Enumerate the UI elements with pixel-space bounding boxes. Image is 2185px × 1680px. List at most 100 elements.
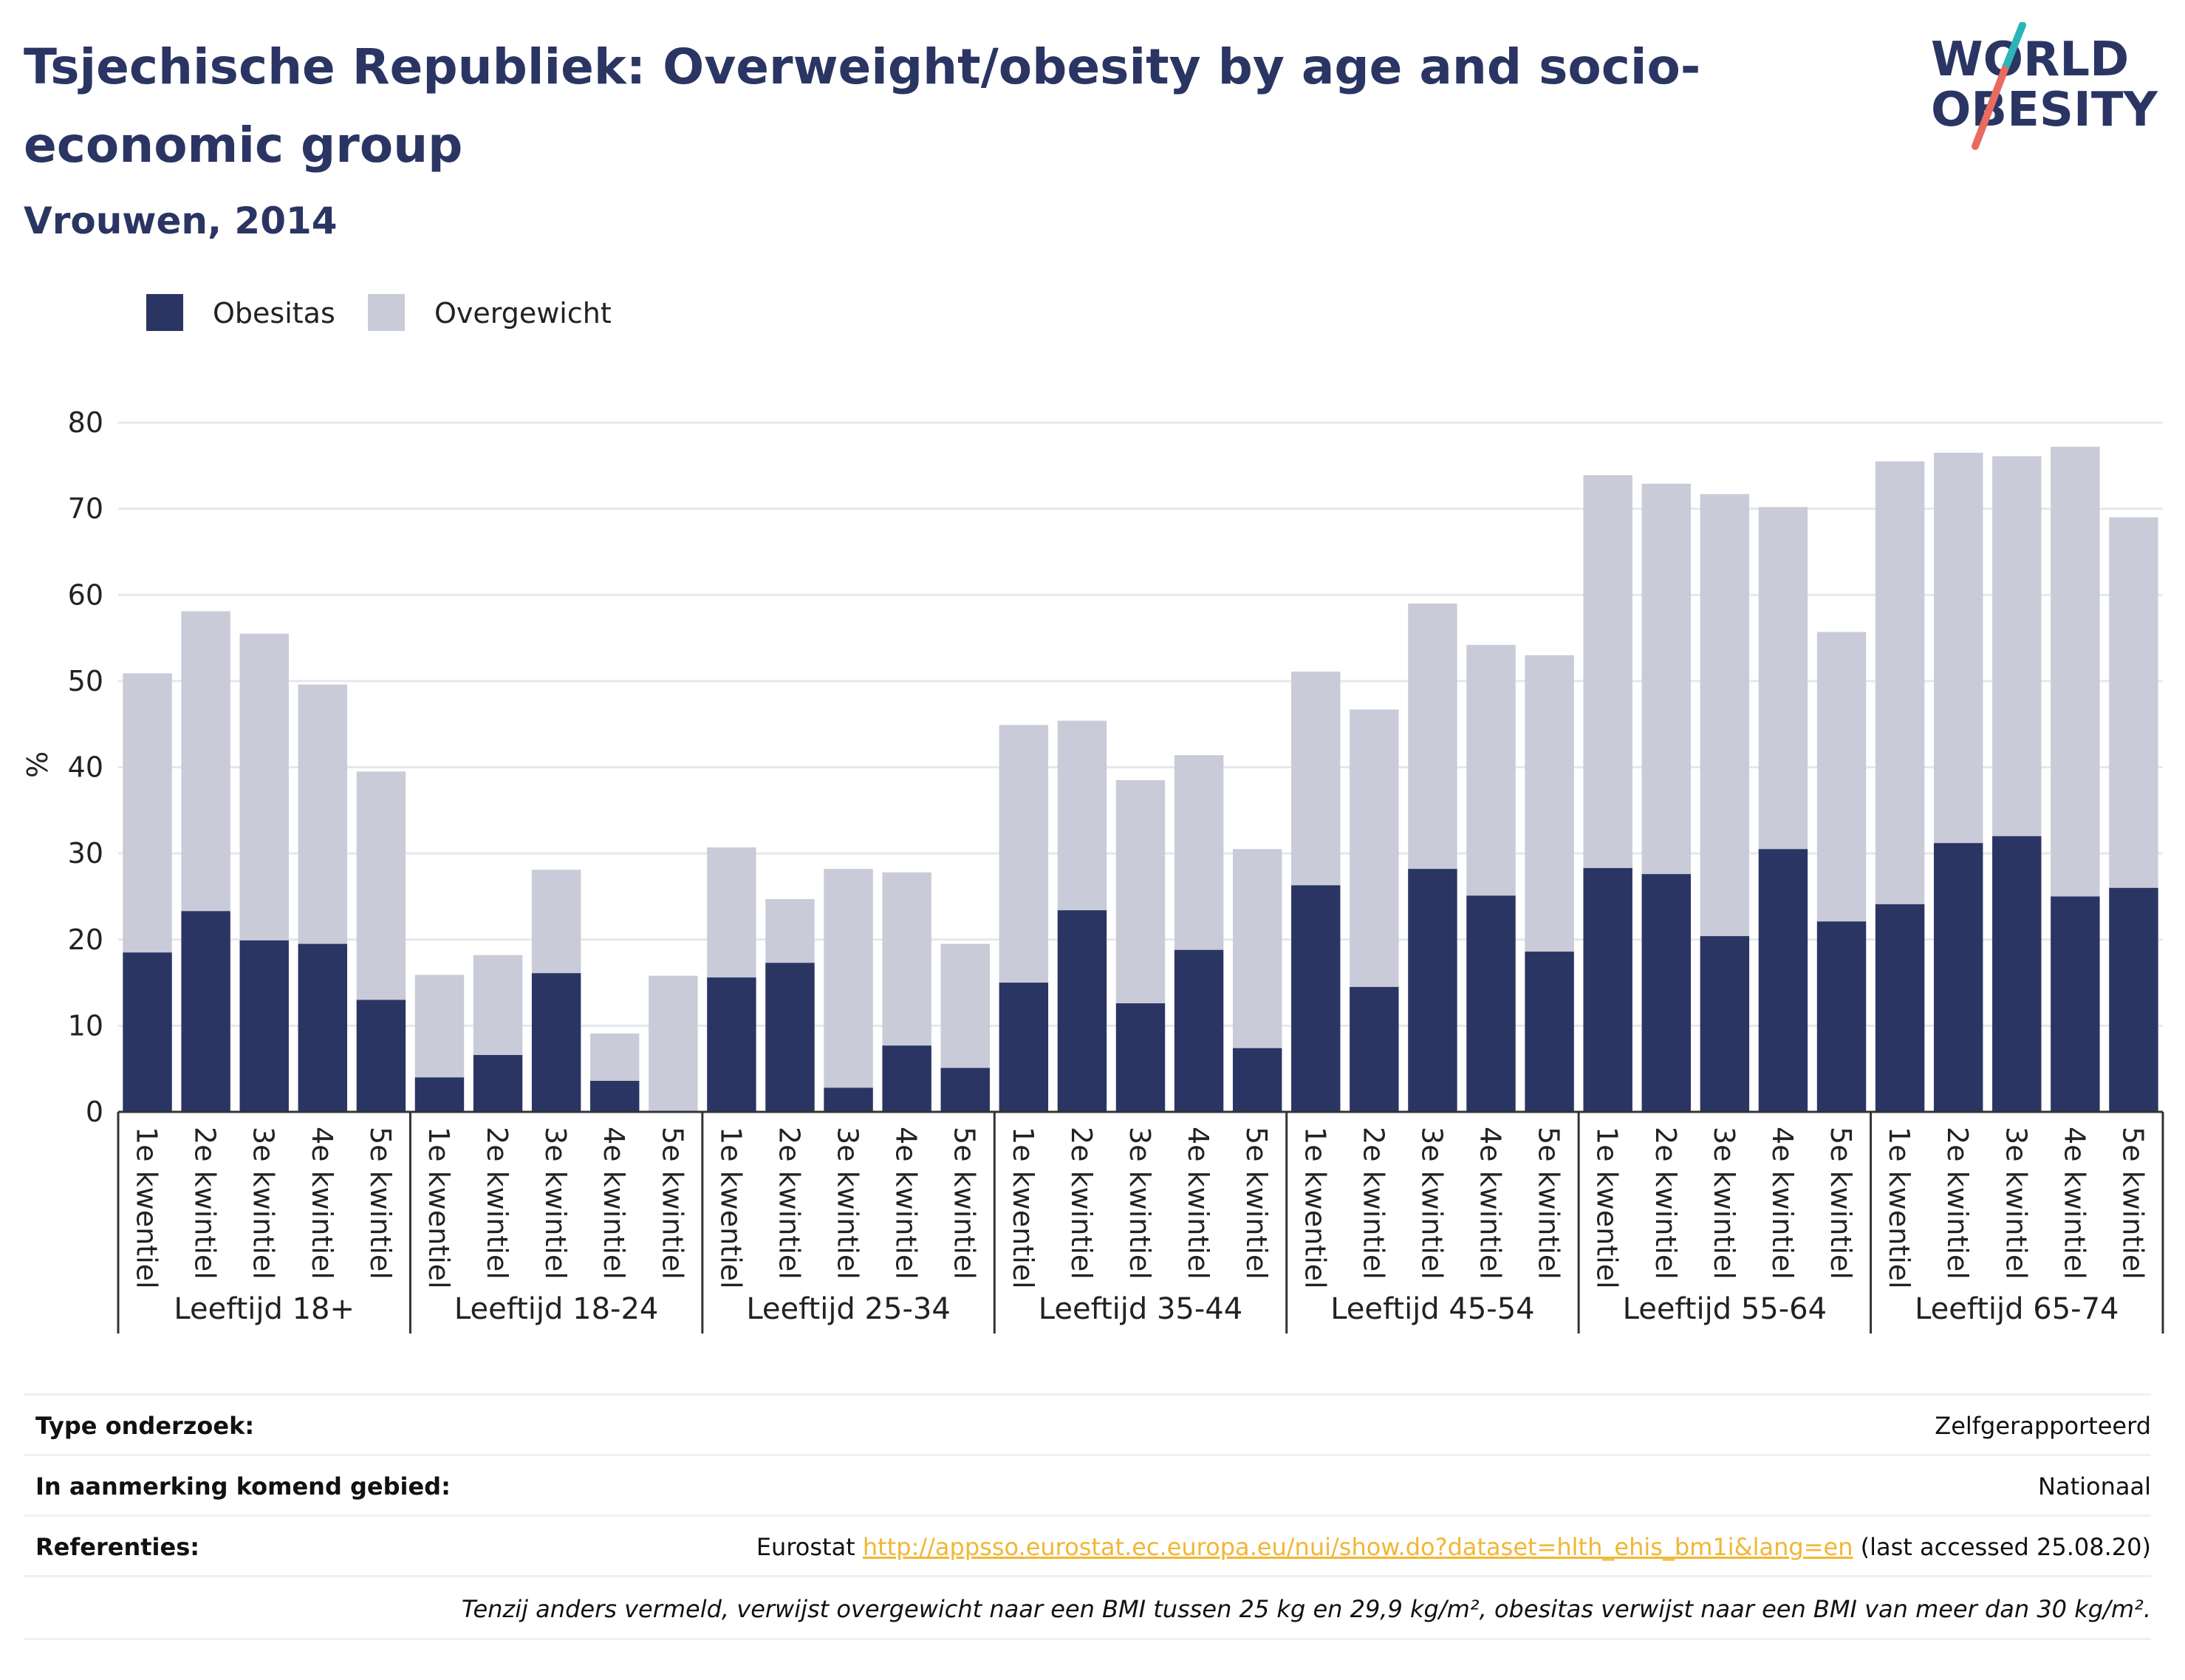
bar-obesitas [1174,949,1224,1112]
x-tick-label: 4e kwintiel [1766,1127,1799,1280]
x-group-label: Leeftijd 45-54 [1330,1292,1534,1326]
x-tick-label: 4e kwintiel [1182,1127,1214,1280]
x-tick-label: 5e kwintiel [364,1127,397,1280]
reference-source: Eurostat [756,1533,855,1561]
x-tick-label: 4e kwintiel [890,1127,923,1280]
bar-overgewicht [356,771,406,1000]
bar-obesitas [940,1068,990,1112]
info-value-survey-type: Zelfgerapporteerd [1935,1412,2151,1440]
bar-overgewicht [1408,603,1457,870]
bar-overgewicht [882,872,931,1046]
bar-obesitas [2109,887,2158,1112]
bar-obesitas [1466,895,1516,1112]
bar-overgewicht [590,1033,640,1082]
y-tick-label: 20 [68,923,103,956]
x-group-label: Leeftijd 35-44 [1039,1292,1242,1326]
x-tick-label: 2e kwintiel [1649,1127,1682,1280]
bar-obesitas [1992,836,2042,1112]
bar-overgewicht [531,870,581,974]
bar-obesitas [356,1000,406,1112]
x-tick-label: 5e kwintiel [1240,1127,1273,1280]
x-tick-label: 3e kwintiel [832,1127,864,1280]
bars [123,446,2158,1112]
bar-obesitas [1115,1003,1166,1112]
bar-overgewicht [940,943,990,1068]
info-row-area: In aanmerking komend gebied: Nationaal [24,1454,2151,1517]
x-tick-label: 5e kwintiel [1825,1127,1857,1280]
bar-obesitas [531,973,581,1112]
world-obesity-logo: WORLD OBESITY [1931,22,2158,150]
x-tick-label: 1e kwentiel [714,1127,747,1289]
bar-overgewicht [2109,517,2158,888]
bar-obesitas [999,983,1049,1112]
bar-obesitas [1641,874,1691,1112]
x-tick-label: 3e kwintiel [1708,1127,1740,1280]
bar-overgewicht [181,611,230,912]
info-row-references: Referenties: Eurostat http://appsso.euro… [24,1515,2151,1577]
chart-subtitle: Vrouwen, 2014 [24,199,338,242]
x-tick-label: 1e kwentiel [131,1127,163,1289]
x-group-label: Leeftijd 55-64 [1623,1292,1827,1326]
bar-obesitas [1350,986,1399,1112]
legend-swatch-obesitas [146,294,183,331]
legend-label-obesitas: Obesitas [213,297,335,329]
bar-obesitas [1700,936,1750,1112]
bar-obesitas [765,963,815,1112]
bar-overgewicht [649,975,698,1112]
legend-label-overgewicht: Overgewicht [434,297,612,329]
y-tick-label: 80 [68,406,103,439]
x-tick-label: 4e kwintiel [2058,1127,2090,1280]
x-tick-label: 2e kwintiel [481,1127,513,1280]
x-tick-label: 3e kwintiel [2000,1127,2032,1280]
y-tick-label: 50 [68,665,103,697]
y-tick-label: 70 [68,493,103,525]
bar-overgewicht [1933,452,1983,844]
chart-title: Tsjechische Republiek: Overweight/obesit… [24,38,1701,174]
bar-overgewicht [1291,672,1341,886]
x-tick-label: 1e kwentiel [1007,1127,1039,1289]
info-key-area: In aanmerking komend gebied: [35,1472,451,1500]
bar-overgewicht [1350,709,1399,987]
x-tick-label: 2e kwintiel [189,1127,222,1280]
logo-slash-teal [2001,22,2026,73]
bar-overgewicht [1641,483,1691,875]
definition-note: Tenzij anders vermeld, verwijst overgewi… [461,1595,2151,1623]
bar-overgewicht [1875,461,1925,904]
x-tick-label: 1e kwentiel [1591,1127,1624,1289]
bar-obesitas [181,911,230,1112]
info-value-references: Eurostat http://appsso.eurostat.ec.europ… [756,1533,2151,1561]
legend-swatch-overgewicht [368,294,405,331]
reference-link[interactable]: http://appsso.eurostat.ec.europa.eu/nui/… [862,1533,1853,1561]
bar-overgewicht [999,725,1049,983]
x-tick-label: 2e kwintiel [1065,1127,1098,1280]
x-tick-label: 4e kwintiel [598,1127,630,1280]
axes: 0 10 20 30 40 50 60 70 80 1e kwentiel 2e kwintiel 3… [68,406,2164,1334]
logo-line2: OBESITY [1931,83,2158,137]
bar-overgewicht [824,869,873,1088]
info-key-survey-type: Type onderzoek: [35,1412,255,1440]
bar-overgewicht [1816,632,1867,922]
bar-overgewicht [707,847,756,978]
bar-obesitas [1758,849,1808,1112]
bar-obesitas [1525,952,1574,1112]
bar-overgewicht [1758,507,1808,850]
bar-overgewicht [298,684,348,944]
bar-obesitas [123,952,172,1112]
x-group-label: Leeftijd 18+ [174,1292,355,1326]
bar-overgewicht [414,974,465,1078]
bar-overgewicht [1466,644,1516,896]
bar-obesitas [1057,910,1107,1112]
info-row-survey-type: Type onderzoek: Zelfgerapporteerd [24,1393,2151,1456]
x-group-label: Leeftijd 18-24 [454,1292,658,1326]
bar-overgewicht [1583,475,1632,868]
bar-overgewicht [473,955,523,1056]
x-tick-label: 1e kwentiel [423,1127,455,1289]
bar-overgewicht [2051,446,2100,897]
x-tick-label: 3e kwintiel [1415,1127,1448,1280]
y-tick-label: 60 [68,578,103,611]
bar-overgewicht [1115,779,1166,1004]
x-group-label: Leeftijd 65-74 [1915,1292,2119,1326]
info-key-references: Referenties: [35,1533,200,1561]
y-tick-label: 40 [68,751,103,784]
y-tick-label: 0 [86,1096,103,1128]
